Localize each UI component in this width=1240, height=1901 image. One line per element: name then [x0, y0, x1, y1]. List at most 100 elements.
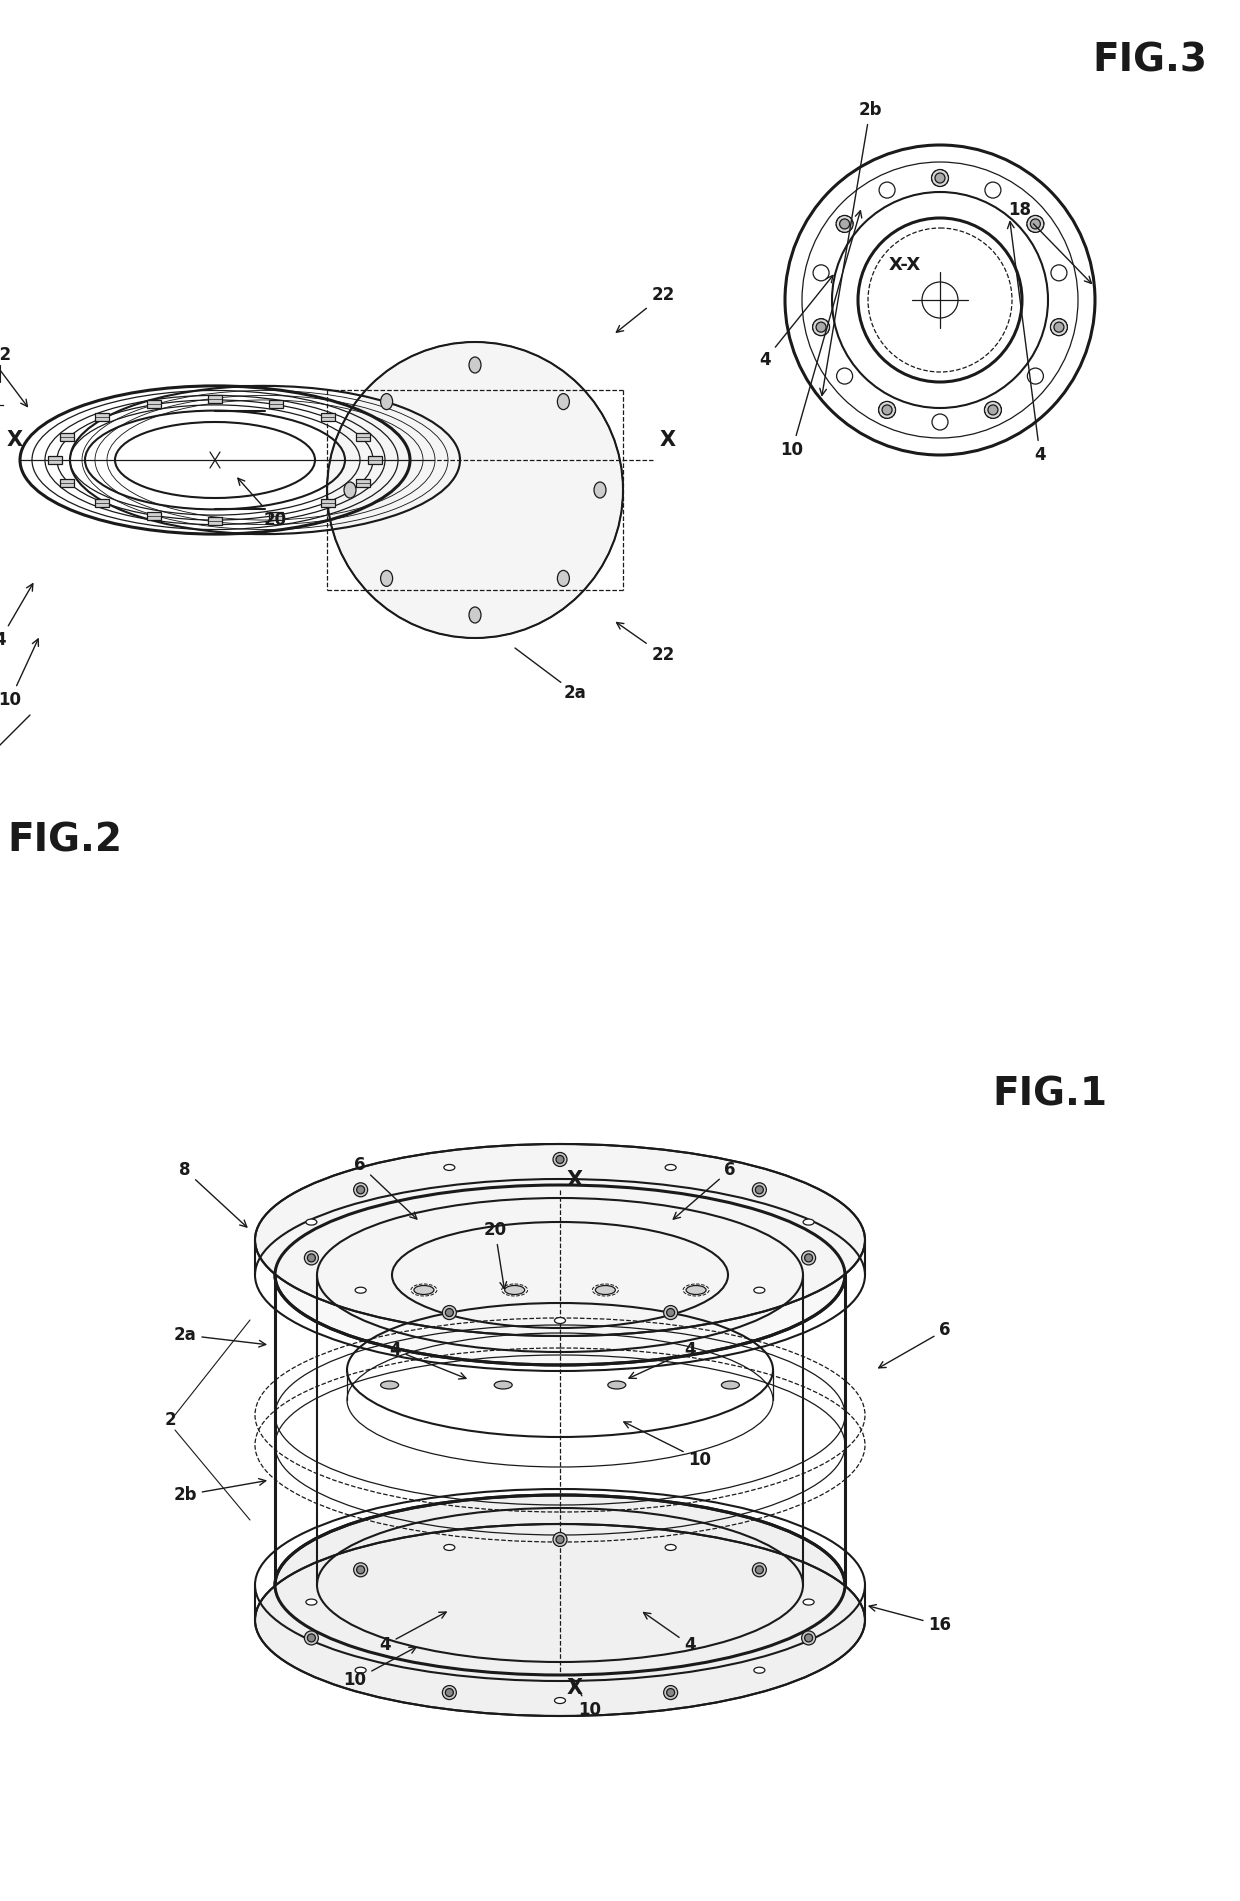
Text: X-X: X-X — [889, 257, 921, 274]
Ellipse shape — [444, 1165, 455, 1171]
Bar — [61, 479, 74, 487]
Ellipse shape — [754, 1667, 765, 1673]
Bar — [321, 498, 335, 508]
Ellipse shape — [505, 1285, 525, 1295]
Circle shape — [805, 1255, 812, 1262]
Ellipse shape — [343, 483, 356, 498]
Bar — [48, 456, 62, 464]
Circle shape — [801, 1631, 816, 1644]
Circle shape — [816, 321, 826, 333]
Text: 18: 18 — [1008, 202, 1091, 283]
Ellipse shape — [665, 1165, 676, 1171]
Text: FIG.2: FIG.2 — [7, 821, 123, 859]
Text: 20: 20 — [484, 1220, 507, 1289]
Circle shape — [327, 342, 622, 639]
Ellipse shape — [554, 1698, 565, 1703]
Text: 2b: 2b — [174, 1479, 265, 1504]
Bar — [321, 413, 335, 420]
Circle shape — [443, 1306, 456, 1319]
Circle shape — [667, 1308, 675, 1317]
Text: 4: 4 — [379, 1612, 446, 1654]
Ellipse shape — [554, 1317, 565, 1323]
Text: FIG.3: FIG.3 — [1092, 42, 1208, 80]
Ellipse shape — [414, 1285, 434, 1295]
Text: 4: 4 — [629, 1340, 696, 1378]
Circle shape — [445, 1308, 454, 1317]
Bar — [61, 433, 74, 441]
Circle shape — [445, 1688, 454, 1696]
Ellipse shape — [255, 1525, 866, 1717]
Bar — [269, 511, 283, 521]
Text: 2a: 2a — [515, 648, 587, 701]
Text: 6: 6 — [355, 1156, 417, 1219]
Circle shape — [308, 1255, 315, 1262]
Text: 4: 4 — [1008, 222, 1045, 464]
Ellipse shape — [469, 606, 481, 624]
Circle shape — [837, 369, 853, 384]
Text: FIG.1: FIG.1 — [992, 1076, 1107, 1114]
Bar — [356, 479, 370, 487]
Circle shape — [801, 1251, 816, 1264]
Circle shape — [755, 1566, 764, 1574]
Bar — [95, 498, 109, 508]
Circle shape — [553, 1152, 567, 1167]
Circle shape — [882, 405, 892, 414]
Text: X: X — [567, 1169, 583, 1190]
Circle shape — [304, 1251, 319, 1264]
Text: 4: 4 — [0, 584, 32, 648]
Text: 2a: 2a — [174, 1327, 265, 1348]
Text: 2b: 2b — [0, 340, 27, 407]
Text: 10: 10 — [572, 1679, 601, 1719]
Text: 10: 10 — [0, 639, 38, 709]
Bar — [368, 456, 382, 464]
Ellipse shape — [665, 1544, 676, 1551]
Circle shape — [1054, 321, 1064, 333]
Bar — [146, 511, 161, 521]
Ellipse shape — [594, 483, 606, 498]
Ellipse shape — [355, 1287, 366, 1293]
Circle shape — [1030, 219, 1040, 228]
Bar — [208, 395, 222, 403]
Circle shape — [553, 1532, 567, 1547]
Ellipse shape — [558, 570, 569, 586]
Circle shape — [985, 401, 1002, 418]
Bar — [269, 399, 283, 409]
Circle shape — [443, 1686, 456, 1699]
Circle shape — [556, 1156, 564, 1163]
Ellipse shape — [495, 1380, 512, 1390]
Text: X: X — [567, 1679, 583, 1698]
Bar — [95, 413, 109, 420]
Ellipse shape — [355, 1667, 366, 1673]
Text: 2b: 2b — [820, 101, 882, 395]
Bar — [208, 517, 222, 525]
Circle shape — [813, 264, 830, 281]
Ellipse shape — [469, 357, 481, 373]
Ellipse shape — [686, 1285, 706, 1295]
Text: 4: 4 — [759, 276, 833, 369]
Circle shape — [1050, 319, 1068, 336]
Text: 2: 2 — [164, 1411, 176, 1430]
Ellipse shape — [444, 1544, 455, 1551]
Circle shape — [879, 401, 895, 418]
Circle shape — [812, 319, 830, 336]
Bar — [356, 433, 370, 441]
Ellipse shape — [754, 1287, 765, 1293]
Circle shape — [836, 215, 853, 232]
Ellipse shape — [608, 1380, 626, 1390]
Text: 4: 4 — [644, 1612, 696, 1654]
Circle shape — [353, 1563, 367, 1576]
Circle shape — [1027, 215, 1044, 232]
Text: 22: 22 — [616, 622, 675, 663]
Text: 20: 20 — [238, 479, 286, 528]
Ellipse shape — [595, 1285, 615, 1295]
Circle shape — [839, 219, 849, 228]
Ellipse shape — [804, 1219, 815, 1224]
Text: 8: 8 — [180, 1162, 247, 1226]
Text: 22: 22 — [616, 285, 675, 333]
Ellipse shape — [722, 1380, 739, 1390]
Ellipse shape — [381, 1380, 398, 1390]
Circle shape — [663, 1686, 677, 1699]
Ellipse shape — [255, 1144, 866, 1336]
Text: 6: 6 — [673, 1162, 735, 1219]
Circle shape — [353, 1182, 367, 1198]
